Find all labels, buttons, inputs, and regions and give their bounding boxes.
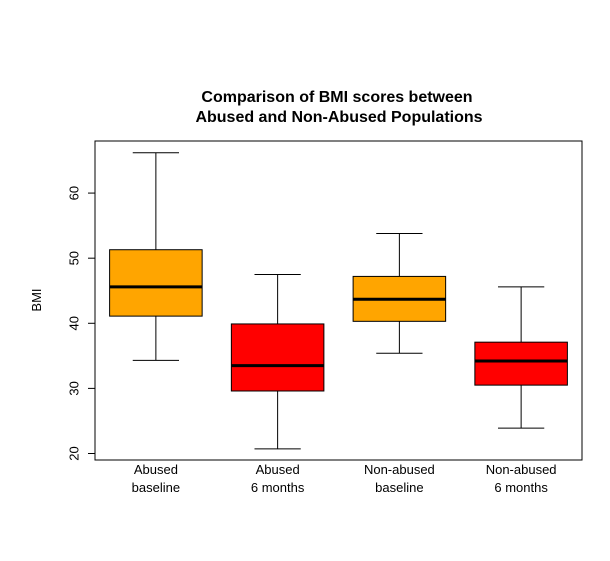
x-category-label: 6 months — [251, 480, 305, 495]
box-series — [109, 152, 568, 450]
box-2 — [230, 273, 325, 450]
x-category-label: baseline — [375, 480, 423, 495]
x-category-label: baseline — [132, 480, 180, 495]
x-axis-category-labels: Abused baseline Abused 6 months Non-abused ba… — [132, 462, 557, 495]
x-category-label: 6 months — [494, 480, 548, 495]
box-1 — [109, 152, 203, 361]
y-axis-label: BMI — [29, 288, 44, 311]
x-category-label: Abused — [134, 462, 178, 477]
y-tick-label: 30 — [67, 381, 82, 395]
x-category-label: Non-abused — [486, 462, 557, 477]
y-tick-label: 20 — [67, 446, 82, 460]
y-tick-label: 60 — [67, 186, 82, 200]
interquartile-box — [109, 249, 203, 317]
chart-title-line-2: Abused and Non-Abused Populations — [195, 109, 482, 126]
y-axis: 20 30 40 50 60 — [67, 186, 96, 461]
interquartile-box — [474, 341, 568, 386]
box-3 — [352, 232, 447, 354]
interquartile-box — [230, 323, 325, 392]
y-tick-label: 50 — [67, 251, 82, 265]
y-tick-label: 40 — [67, 316, 82, 330]
chart-title-line-1: Comparison of BMI scores between — [201, 89, 472, 106]
x-category-label: Non-abused — [364, 462, 435, 477]
x-category-label: Abused — [256, 462, 300, 477]
box-4 — [474, 286, 568, 429]
